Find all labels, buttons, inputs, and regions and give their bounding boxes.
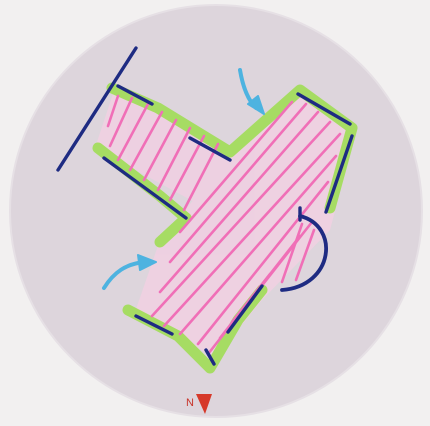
wall-segment-southeast bbox=[226, 284, 264, 334]
wall-segment-wing-end bbox=[188, 136, 232, 162]
site-circle-edge bbox=[9, 4, 423, 418]
wall-segment-east bbox=[324, 134, 354, 214]
wall-segment-south-wing bbox=[102, 156, 188, 220]
building-walls-navy bbox=[56, 46, 354, 366]
apse-semicircle-wall bbox=[280, 214, 328, 292]
north-label: N bbox=[186, 397, 194, 409]
wall-segment-north-wing bbox=[116, 84, 154, 106]
north-arrow-icon bbox=[196, 394, 212, 414]
wall-segment-south-corner bbox=[204, 348, 216, 366]
wall-segment-northwest bbox=[56, 46, 138, 172]
curved-arrow-icon bbox=[238, 68, 265, 115]
curved-arrow-icon bbox=[102, 254, 157, 290]
wall-segment-south bbox=[134, 314, 174, 336]
wall-segment-northeast bbox=[296, 92, 352, 126]
